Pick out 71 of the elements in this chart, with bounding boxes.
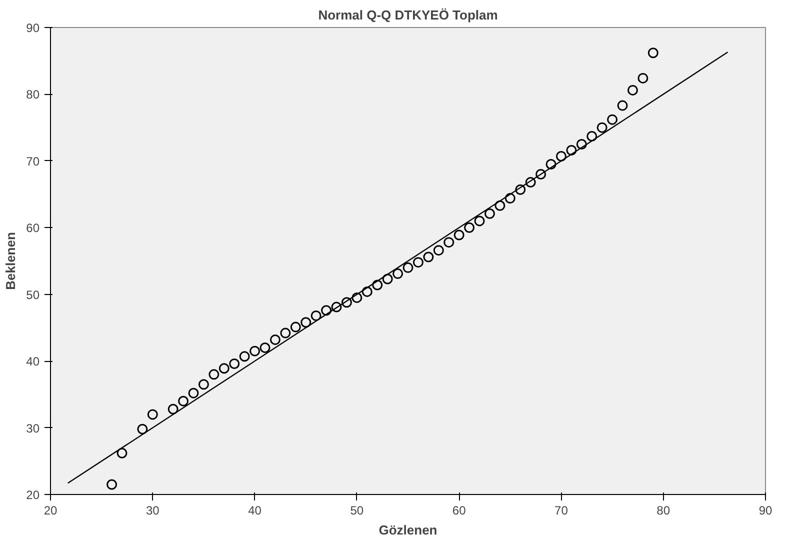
y-tick-label: 30 [26, 421, 40, 436]
x-tick-label: 90 [758, 504, 772, 518]
point [536, 169, 546, 180]
point [331, 302, 342, 312]
point [586, 131, 598, 142]
point [648, 48, 658, 58]
point [474, 216, 485, 226]
point [504, 193, 516, 204]
point [116, 448, 128, 458]
point [617, 100, 628, 111]
point [137, 424, 148, 434]
y-tick-label: 90 [26, 21, 40, 35]
point [484, 208, 495, 219]
point [260, 342, 270, 353]
point [229, 358, 240, 369]
point [310, 310, 322, 321]
point [250, 346, 260, 356]
point [576, 139, 587, 150]
point [494, 200, 506, 211]
point [198, 379, 209, 390]
point [546, 159, 556, 170]
point [433, 245, 444, 256]
point [270, 334, 280, 345]
x-tick-label: 50 [350, 504, 364, 518]
x-tick-label: 80 [656, 504, 670, 518]
point [106, 479, 118, 490]
y-tick-label: 40 [26, 354, 40, 369]
point [638, 72, 648, 84]
point [290, 322, 301, 332]
point [607, 114, 618, 125]
y-tick-label: 80 [26, 88, 40, 102]
point [300, 317, 312, 328]
point [596, 122, 608, 133]
point [280, 328, 291, 338]
y-tick-label: 50 [26, 288, 40, 302]
point [188, 388, 199, 398]
x-tick-label: 70 [554, 504, 568, 518]
y-axis-title: Beklenen [3, 232, 18, 290]
point [392, 268, 404, 279]
y-tick-label: 20 [26, 488, 40, 502]
point [556, 151, 566, 162]
y-tick-label: 70 [26, 154, 40, 168]
point [178, 396, 189, 406]
point [515, 184, 526, 195]
y-tick-label: 60 [26, 221, 40, 236]
x-tick-label: 40 [248, 504, 262, 518]
point [454, 230, 464, 240]
point [168, 404, 178, 414]
point [566, 145, 577, 156]
point [382, 274, 393, 284]
point [372, 280, 383, 290]
x-tick-label: 30 [146, 504, 160, 518]
point [402, 262, 414, 273]
point [423, 252, 434, 262]
point [464, 222, 475, 233]
point [208, 369, 220, 380]
chart-title: Normal Q-Q DTKYEÖ Toplam [318, 8, 498, 22]
point [444, 237, 454, 248]
point [412, 257, 424, 268]
point [525, 177, 536, 188]
x-tick-label: 60 [452, 504, 466, 518]
point [239, 351, 250, 362]
point [147, 409, 158, 420]
x-axis-title: Gözlenen [378, 522, 438, 538]
point [362, 286, 372, 297]
point [341, 297, 352, 308]
x-tick-label: 20 [44, 504, 58, 518]
point [352, 292, 362, 303]
point [218, 363, 230, 374]
point [321, 305, 332, 316]
point [627, 84, 638, 96]
